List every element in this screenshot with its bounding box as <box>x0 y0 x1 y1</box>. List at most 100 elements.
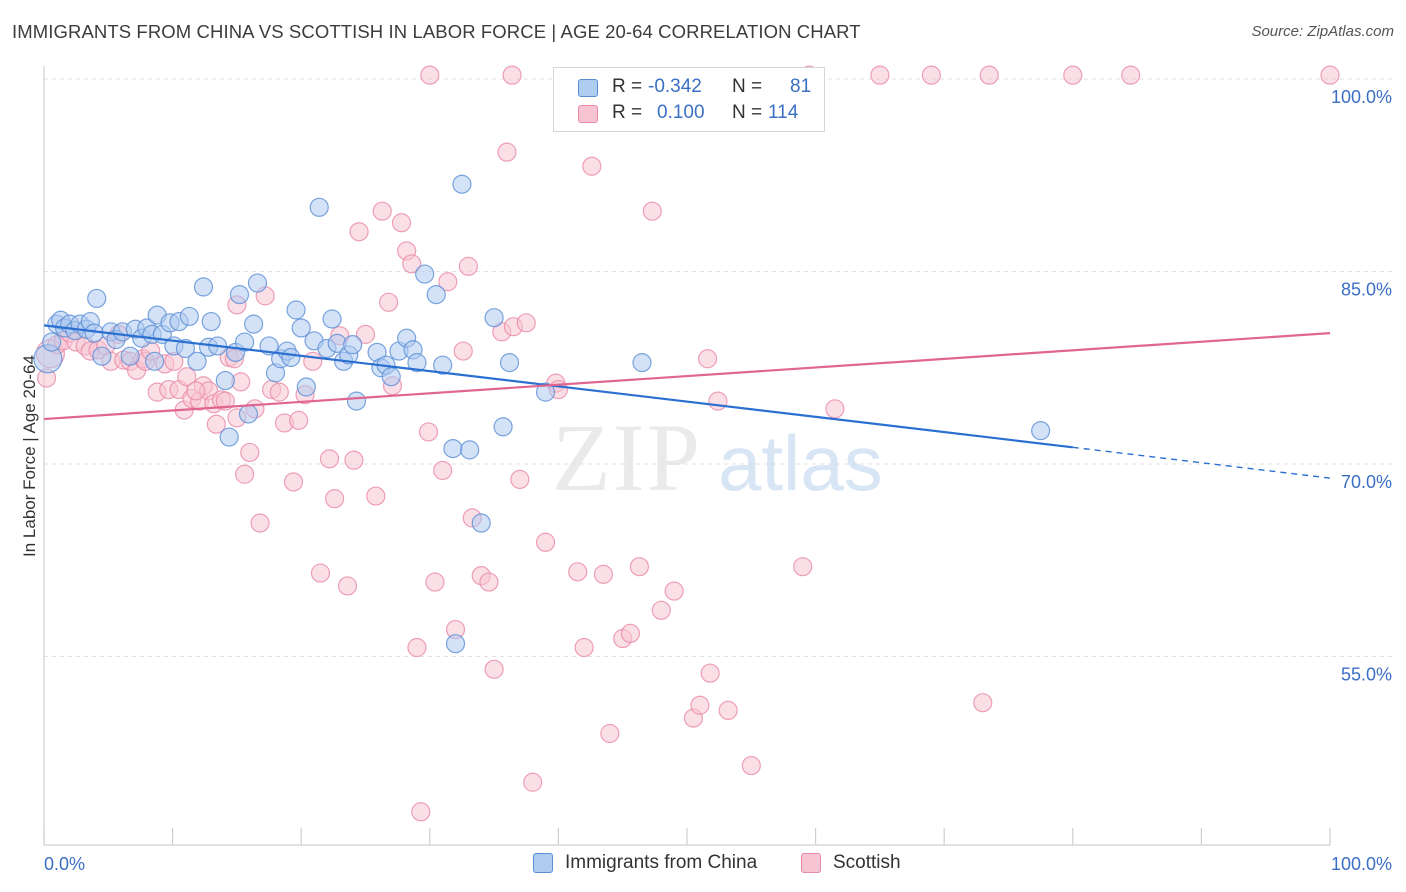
scottish-point <box>568 562 588 582</box>
scottish-point <box>325 489 345 509</box>
scottish-point <box>250 513 270 533</box>
china-point <box>286 300 306 320</box>
scottish-point <box>708 391 728 411</box>
scottish-point <box>479 572 499 592</box>
scottish-point <box>458 256 478 276</box>
china-point <box>493 417 513 437</box>
scottish-point <box>484 659 504 679</box>
scottish-point <box>697 349 718 369</box>
scottish-point <box>355 324 376 344</box>
scottish-point <box>690 695 710 715</box>
scottish-point <box>283 472 304 492</box>
china-point <box>244 314 264 334</box>
china-point <box>87 288 107 309</box>
scottish-point <box>718 700 738 721</box>
china-point <box>343 335 363 355</box>
legend-swatch-scottish <box>578 105 598 123</box>
scottish-point <box>433 460 453 481</box>
scottish-point <box>303 351 323 371</box>
legend-r-label: R = <box>612 76 643 97</box>
scottish-point <box>379 292 399 312</box>
china-point <box>322 309 342 329</box>
china-trend-extension <box>1072 446 1331 479</box>
china-point <box>433 355 453 375</box>
china-point <box>229 285 250 305</box>
scottish-point <box>793 557 813 577</box>
china-point <box>381 367 401 387</box>
scottish-point <box>407 637 427 658</box>
legend-n-value: 114 <box>768 102 799 123</box>
scottish-point <box>497 142 517 162</box>
china-point <box>632 353 652 373</box>
china-point <box>309 197 329 217</box>
legend-r-value: -0.342 <box>648 76 702 97</box>
china-trend-line <box>43 324 1073 449</box>
legend-n-value: 81 <box>790 76 812 97</box>
scottish-point <box>502 65 522 85</box>
china-point <box>407 353 427 373</box>
scottish-point <box>372 201 392 221</box>
scottish-trend-line <box>43 332 1331 421</box>
china-point <box>415 264 435 284</box>
legend-r-label: R = <box>612 102 643 123</box>
china-point <box>92 346 112 366</box>
china-point <box>499 353 520 373</box>
scottish-point <box>700 663 720 683</box>
scottish-point <box>453 341 473 361</box>
scottish-point <box>425 572 445 592</box>
china-point <box>215 370 235 391</box>
scottish-point <box>438 272 458 292</box>
china-point <box>1031 421 1051 441</box>
china-point <box>42 332 62 352</box>
chart-title: IMMIGRANTS FROM CHINA VS SCOTTISH IN LAB… <box>12 21 861 42</box>
bottom-legend-swatch-scottish <box>801 853 821 873</box>
gridlines <box>44 78 1394 657</box>
china-point <box>471 513 491 533</box>
china-point <box>484 308 504 328</box>
bottom-legend-label-china: Immigrants from China <box>565 852 758 873</box>
legend-n-label: N = <box>732 76 763 97</box>
y-tick-label: 70.0% <box>1341 472 1392 492</box>
china-point <box>443 439 463 459</box>
china-point <box>187 351 207 371</box>
china-point <box>219 427 239 447</box>
scottish-point <box>516 313 536 333</box>
scottish-point <box>349 222 369 242</box>
china-point <box>201 311 221 332</box>
scottish-point <box>510 469 530 489</box>
china-point <box>144 351 165 371</box>
scottish-point <box>620 623 641 644</box>
scottish-point <box>593 564 614 584</box>
x-tick-label: 0.0% <box>44 854 85 874</box>
scottish-point <box>344 450 364 470</box>
scottish-point <box>235 464 255 484</box>
scottish-point <box>1320 65 1340 85</box>
scottish-point <box>418 422 439 442</box>
china-point <box>179 306 199 327</box>
correlation-legend: R = -0.342 N = 81 R = 0.100 N = 114 <box>553 67 825 132</box>
scottish-point <box>574 637 594 658</box>
scottish-point <box>1063 65 1083 85</box>
scottish-point <box>973 693 993 713</box>
china-point <box>235 332 255 352</box>
trend-lines <box>43 324 1331 479</box>
scottish-point <box>629 557 650 577</box>
scottish-point <box>651 600 671 620</box>
source-note: Source: ZipAtlas.com <box>1251 23 1394 40</box>
y-tick-label: 55.0% <box>1341 665 1392 685</box>
y-tick-label: 85.0% <box>1341 280 1392 300</box>
watermark: ZIP atlas <box>552 404 883 511</box>
scottish-point <box>741 755 761 776</box>
scottish-point <box>642 201 662 221</box>
china-point <box>346 391 367 411</box>
china-point <box>120 346 140 366</box>
scottish-point <box>411 802 431 822</box>
china-point <box>445 634 466 654</box>
bottom-legend-label-scottish: Scottish <box>833 852 901 873</box>
legend-row-scottish: R = 0.100 N = 114 <box>554 102 824 128</box>
china-point <box>296 377 316 397</box>
scottish-point <box>523 772 543 792</box>
legend-row-china: R = -0.342 N = 81 <box>554 76 824 102</box>
scottish-point <box>240 442 260 463</box>
